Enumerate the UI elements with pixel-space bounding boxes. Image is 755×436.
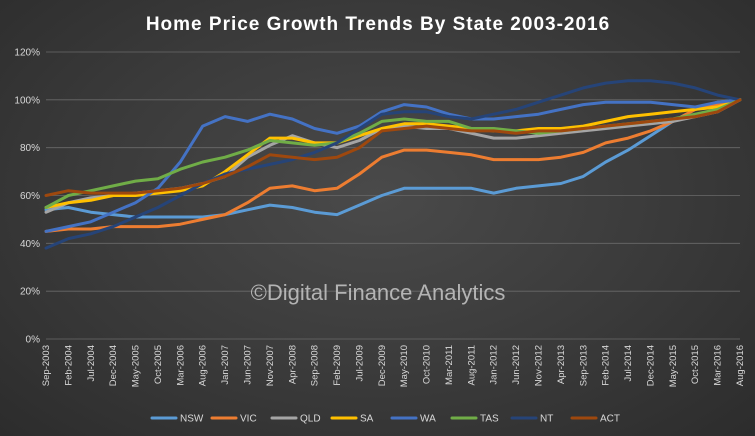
x-tick-label: Mar-2016 [713,345,724,386]
legend-label-qld: QLD [300,414,321,425]
x-tick-label: Apr-2013 [556,345,567,384]
x-tick-label: Jun-2012 [511,345,522,385]
x-tick-label: May-2015 [668,345,679,387]
chart-title: Home Price Growth Trends By State 2003-2… [146,14,610,35]
x-tick-label: Sep-2013 [578,345,589,386]
legend-label-tas: TAS [480,414,499,425]
y-tick-label: 100% [14,95,40,106]
legend-label-nsw: NSW [180,414,204,425]
y-tick-label: 80% [20,143,40,154]
x-tick-label: Aug-2011 [466,345,477,386]
x-tick-label: Feb-2009 [332,345,343,386]
series-line-sa [44,98,742,209]
x-tick-label: May-2010 [399,345,410,387]
y-tick-label: 0% [26,335,41,346]
x-tick-label: Sep-2003 [41,345,52,386]
x-tick-label: Sep-2008 [310,345,321,386]
x-tick-label: Dec-2004 [108,345,119,386]
x-tick-label: Mar-2006 [175,345,186,386]
y-axis-ticks: 0% 20% 40% 60% 80% 100% 120% [14,48,40,346]
legend-label-act: ACT [600,414,620,425]
y-tick-label: 60% [20,191,40,202]
series-line-nt [44,79,742,250]
x-tick-label: Nov-2012 [534,345,545,386]
x-tick-label: Dec-2009 [377,345,388,386]
x-tick-label: Aug-2006 [198,345,209,386]
watermark-text: ©Digital Finance Analytics [251,280,506,305]
legend-label-nt: NT [540,414,553,425]
x-tick-label: Dec-2014 [645,345,656,386]
series-line-act [44,98,742,197]
x-tick-label: Jan-2012 [489,345,500,385]
gridlines [46,51,740,340]
x-tick-label: Jan-2007 [220,345,231,385]
y-tick-label: 40% [20,239,40,250]
x-tick-label: Feb-2014 [601,345,612,386]
series-line-nsw [44,98,742,219]
x-tick-label: Feb-2004 [63,345,74,386]
x-axis-ticks: Sep-2003 Feb-2004 Jul-2004 Dec-2004 May-2005… [41,345,746,387]
x-tick-label: Oct-2010 [422,345,433,384]
x-tick-label: Jul-2014 [623,345,634,381]
x-tick-label: Oct-2005 [153,345,164,384]
series-lines [44,79,742,250]
x-tick-label: Aug-2016 [735,345,746,386]
series-line-wa [44,98,742,233]
x-tick-label: Nov-2007 [265,345,276,386]
x-tick-label: Mar-2011 [444,345,455,385]
legend-label-wa: WA [420,414,436,425]
legend-label-vic: VIC [240,414,257,425]
x-tick-label: Jul-2009 [354,345,365,381]
x-tick-label: Jul-2004 [86,345,97,381]
series-line-vic [44,98,742,233]
legend-label-sa: SA [360,414,374,425]
x-tick-label: May-2005 [131,345,142,387]
x-tick-label: Jun-2007 [242,345,253,385]
y-tick-label: 20% [20,287,40,298]
x-tick-label: Apr-2008 [287,345,298,384]
y-tick-label: 120% [14,48,40,59]
x-tick-label: Oct-2015 [690,345,701,384]
legend: NSW VIC QLD SA WA TAS NT ACT [150,414,620,425]
